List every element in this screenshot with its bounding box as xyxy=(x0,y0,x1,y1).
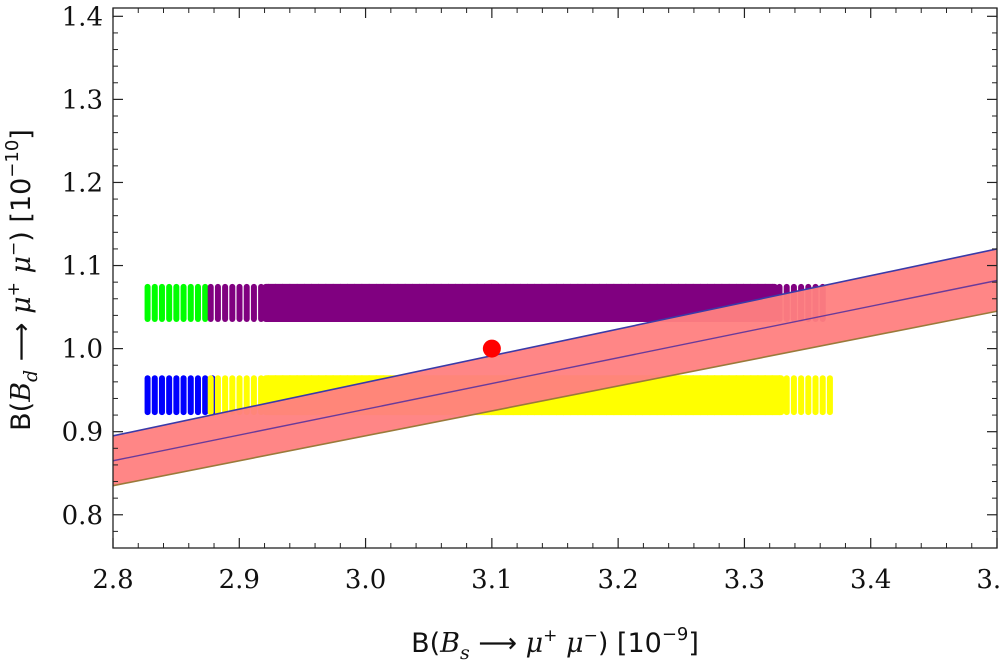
scatter-point xyxy=(180,283,187,323)
y-tick-label: 1.2 xyxy=(62,168,103,198)
scatter-point xyxy=(250,283,257,323)
scatter-point xyxy=(805,375,812,416)
x-tick-label: 3.1 xyxy=(471,565,512,595)
x-tick-label: 3.5 xyxy=(976,565,1000,595)
y-tick-label: 0.8 xyxy=(62,501,103,531)
y-tick-label: 1.4 xyxy=(62,2,103,32)
y-axis-label: B(Bd ⟶ μ+ μ−) [10−10] xyxy=(2,129,42,431)
scatter-point xyxy=(258,283,265,323)
scatter-point xyxy=(214,283,221,323)
scatter-point xyxy=(229,283,236,323)
scatter-point xyxy=(207,283,214,323)
scatter-point xyxy=(202,283,209,323)
x-tick-label: 3.2 xyxy=(597,565,638,595)
scatter-point xyxy=(826,375,833,416)
scatter-point xyxy=(151,375,158,416)
scatter-point xyxy=(144,375,151,416)
tick-labels: 2.8 2.9 3.0 3.1 3.2 3.3 3.4 3.5 0.8 0.9 1.0 1.1 1.2 1… xyxy=(62,2,1000,595)
scatter-point xyxy=(783,375,790,416)
scatter-point xyxy=(158,283,165,323)
scatter-point xyxy=(158,375,165,416)
sm-band-center-line xyxy=(113,279,997,462)
scatter-point xyxy=(214,375,221,416)
scatter-point xyxy=(166,283,173,323)
scatter-point xyxy=(202,375,209,416)
scatter-point xyxy=(798,375,805,416)
sm-band xyxy=(113,248,997,486)
x-tick-label: 3.3 xyxy=(724,565,765,595)
scatter-point xyxy=(144,283,151,323)
scatter-point xyxy=(187,375,194,416)
y-tick-label: 1.1 xyxy=(62,252,103,282)
x-tick-label: 2.9 xyxy=(219,565,260,595)
scatter-point xyxy=(236,283,243,323)
sm-band-lower-edge xyxy=(113,310,997,487)
x-tick-label: 3.0 xyxy=(345,565,386,595)
scatter-point xyxy=(173,283,180,323)
x-axis-label: B(Bs ⟶ μ+ μ−) [10−9] xyxy=(411,624,699,664)
y-tick-label: 1.3 xyxy=(62,85,103,115)
y-tick-label: 0.9 xyxy=(62,418,103,448)
scatter-point xyxy=(194,283,201,323)
plot-frame xyxy=(112,7,998,549)
scatter-point xyxy=(222,375,229,416)
axis-ticks xyxy=(112,8,998,549)
scatter-point xyxy=(262,283,778,323)
scatter-point xyxy=(243,283,250,323)
scatter-point xyxy=(236,375,243,416)
x-tick-label: 2.8 xyxy=(92,565,133,595)
scatter-point xyxy=(151,283,158,323)
scatter-point xyxy=(812,375,819,416)
plot-marks xyxy=(113,248,997,487)
scatter-band-0 xyxy=(144,283,209,323)
scatter-point xyxy=(819,375,826,416)
sm-band-upper-edge xyxy=(113,248,997,437)
scatter-band-2 xyxy=(144,375,216,416)
y-tick-label: 1.0 xyxy=(62,335,103,365)
scatter-point xyxy=(207,375,214,416)
scatter-point xyxy=(790,375,797,416)
scatter-point xyxy=(173,375,180,416)
scatter-point xyxy=(180,375,187,416)
x-tick-label: 3.4 xyxy=(850,565,891,595)
scatter-point xyxy=(187,283,194,323)
scatter-point xyxy=(194,375,201,416)
scatter-point xyxy=(222,283,229,323)
scatter-point xyxy=(243,375,250,416)
scatter-point xyxy=(166,375,173,416)
scatter-point xyxy=(229,375,236,416)
data-point xyxy=(482,339,501,358)
